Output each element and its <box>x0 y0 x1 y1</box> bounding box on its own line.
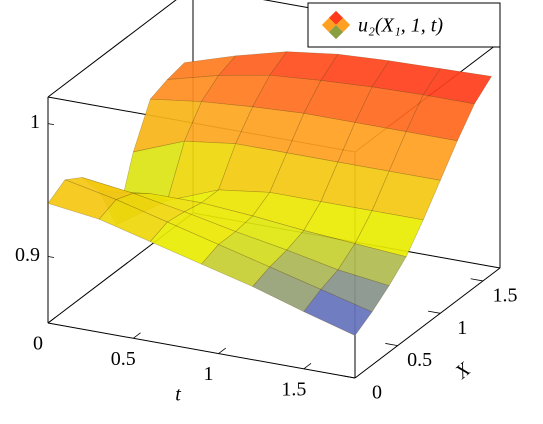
surface <box>47 51 492 336</box>
box-edge <box>354 267 501 379</box>
legend-label: u₂(X₁, 1, t) <box>358 15 443 37</box>
z-tick-label: 1 <box>30 111 40 133</box>
box-edge <box>47 322 356 379</box>
y-tick-label: 0 <box>372 382 382 404</box>
x-tick <box>218 347 227 354</box>
z-tick <box>47 123 55 125</box>
z-tick <box>47 256 55 258</box>
x-tick <box>47 317 56 324</box>
z-tick-label: 0.9 <box>15 244 40 266</box>
surface-cell <box>405 94 475 142</box>
axes: 0 0.5 1 1.5 0 0.5 1 1.5 0.9 1 <box>15 111 517 403</box>
box-edge <box>47 0 177 98</box>
y-tick <box>385 343 398 347</box>
y-tick <box>342 375 356 379</box>
x-tick-label: 1.5 <box>281 378 306 400</box>
x-tick <box>303 363 312 370</box>
surface-cell <box>303 289 373 336</box>
x-tick <box>133 332 141 339</box>
x-tick-label: 0.5 <box>111 348 136 370</box>
x-tick-label: 0 <box>33 333 43 355</box>
legend-swatch <box>328 10 344 25</box>
surface-cell <box>320 269 390 313</box>
x-tick-label: 1 <box>204 363 214 385</box>
y-tick <box>427 310 441 314</box>
y-tick-label: 1.5 <box>492 285 517 307</box>
legend: u₂(X₁, 1, t) <box>307 2 501 48</box>
y-tick-label: 0.5 <box>407 349 432 371</box>
surface-cell <box>422 68 492 105</box>
legend-swatch <box>328 25 344 40</box>
surface-cell <box>337 243 407 287</box>
x-axis-label: t <box>175 384 181 406</box>
surface-cell <box>388 131 458 181</box>
legend-icon <box>321 10 351 40</box>
y-tick <box>470 278 484 282</box>
y-tick-label: 1 <box>457 317 467 339</box>
surface-cell <box>371 170 441 221</box>
y-axis-label: X <box>451 358 476 384</box>
